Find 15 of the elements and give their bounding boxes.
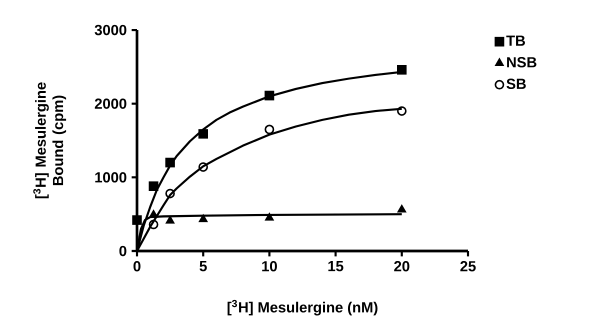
y-tick-label: 1000 <box>95 172 126 183</box>
legend-label: SB <box>506 78 526 89</box>
x-tick-label: 5 <box>200 261 207 272</box>
x-tick-label: 20 <box>394 261 410 272</box>
y-tick-label: 2000 <box>94 98 126 109</box>
x-tick-label: 0 <box>134 261 140 272</box>
x-tick-label: 10 <box>262 261 277 272</box>
y-tick-label: 3000 <box>94 24 126 36</box>
x-tick-label: 15 <box>328 261 344 272</box>
y-tick-label: 0 <box>119 246 126 256</box>
x-axis-title: [$^{3}$H] Mesulergine (nM) <box>228 300 378 316</box>
legend-label: TB <box>506 36 525 46</box>
legend-label: NSB <box>507 57 536 68</box>
x-tick-label: 25 <box>460 261 476 272</box>
y-axis-title: [$^{3}$H] Mesulergine Bound (cpm) <box>33 82 66 198</box>
